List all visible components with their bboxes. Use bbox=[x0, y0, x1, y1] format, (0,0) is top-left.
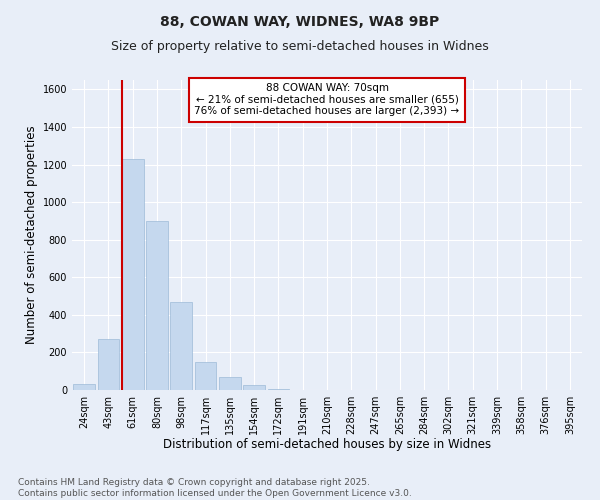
Bar bbox=[243, 386, 265, 390]
X-axis label: Distribution of semi-detached houses by size in Widnes: Distribution of semi-detached houses by … bbox=[163, 438, 491, 452]
Text: 88, COWAN WAY, WIDNES, WA8 9BP: 88, COWAN WAY, WIDNES, WA8 9BP bbox=[160, 15, 440, 29]
Bar bbox=[146, 221, 168, 390]
Bar bbox=[268, 389, 289, 390]
Text: Size of property relative to semi-detached houses in Widnes: Size of property relative to semi-detach… bbox=[111, 40, 489, 53]
Bar bbox=[73, 384, 95, 390]
Bar bbox=[97, 340, 119, 390]
Text: 88 COWAN WAY: 70sqm
← 21% of semi-detached houses are smaller (655)
76% of semi-: 88 COWAN WAY: 70sqm ← 21% of semi-detach… bbox=[194, 83, 460, 116]
Bar bbox=[122, 159, 143, 390]
Y-axis label: Number of semi-detached properties: Number of semi-detached properties bbox=[25, 126, 38, 344]
Bar bbox=[170, 302, 192, 390]
Bar bbox=[219, 377, 241, 390]
Text: Contains HM Land Registry data © Crown copyright and database right 2025.
Contai: Contains HM Land Registry data © Crown c… bbox=[18, 478, 412, 498]
Bar bbox=[194, 362, 217, 390]
